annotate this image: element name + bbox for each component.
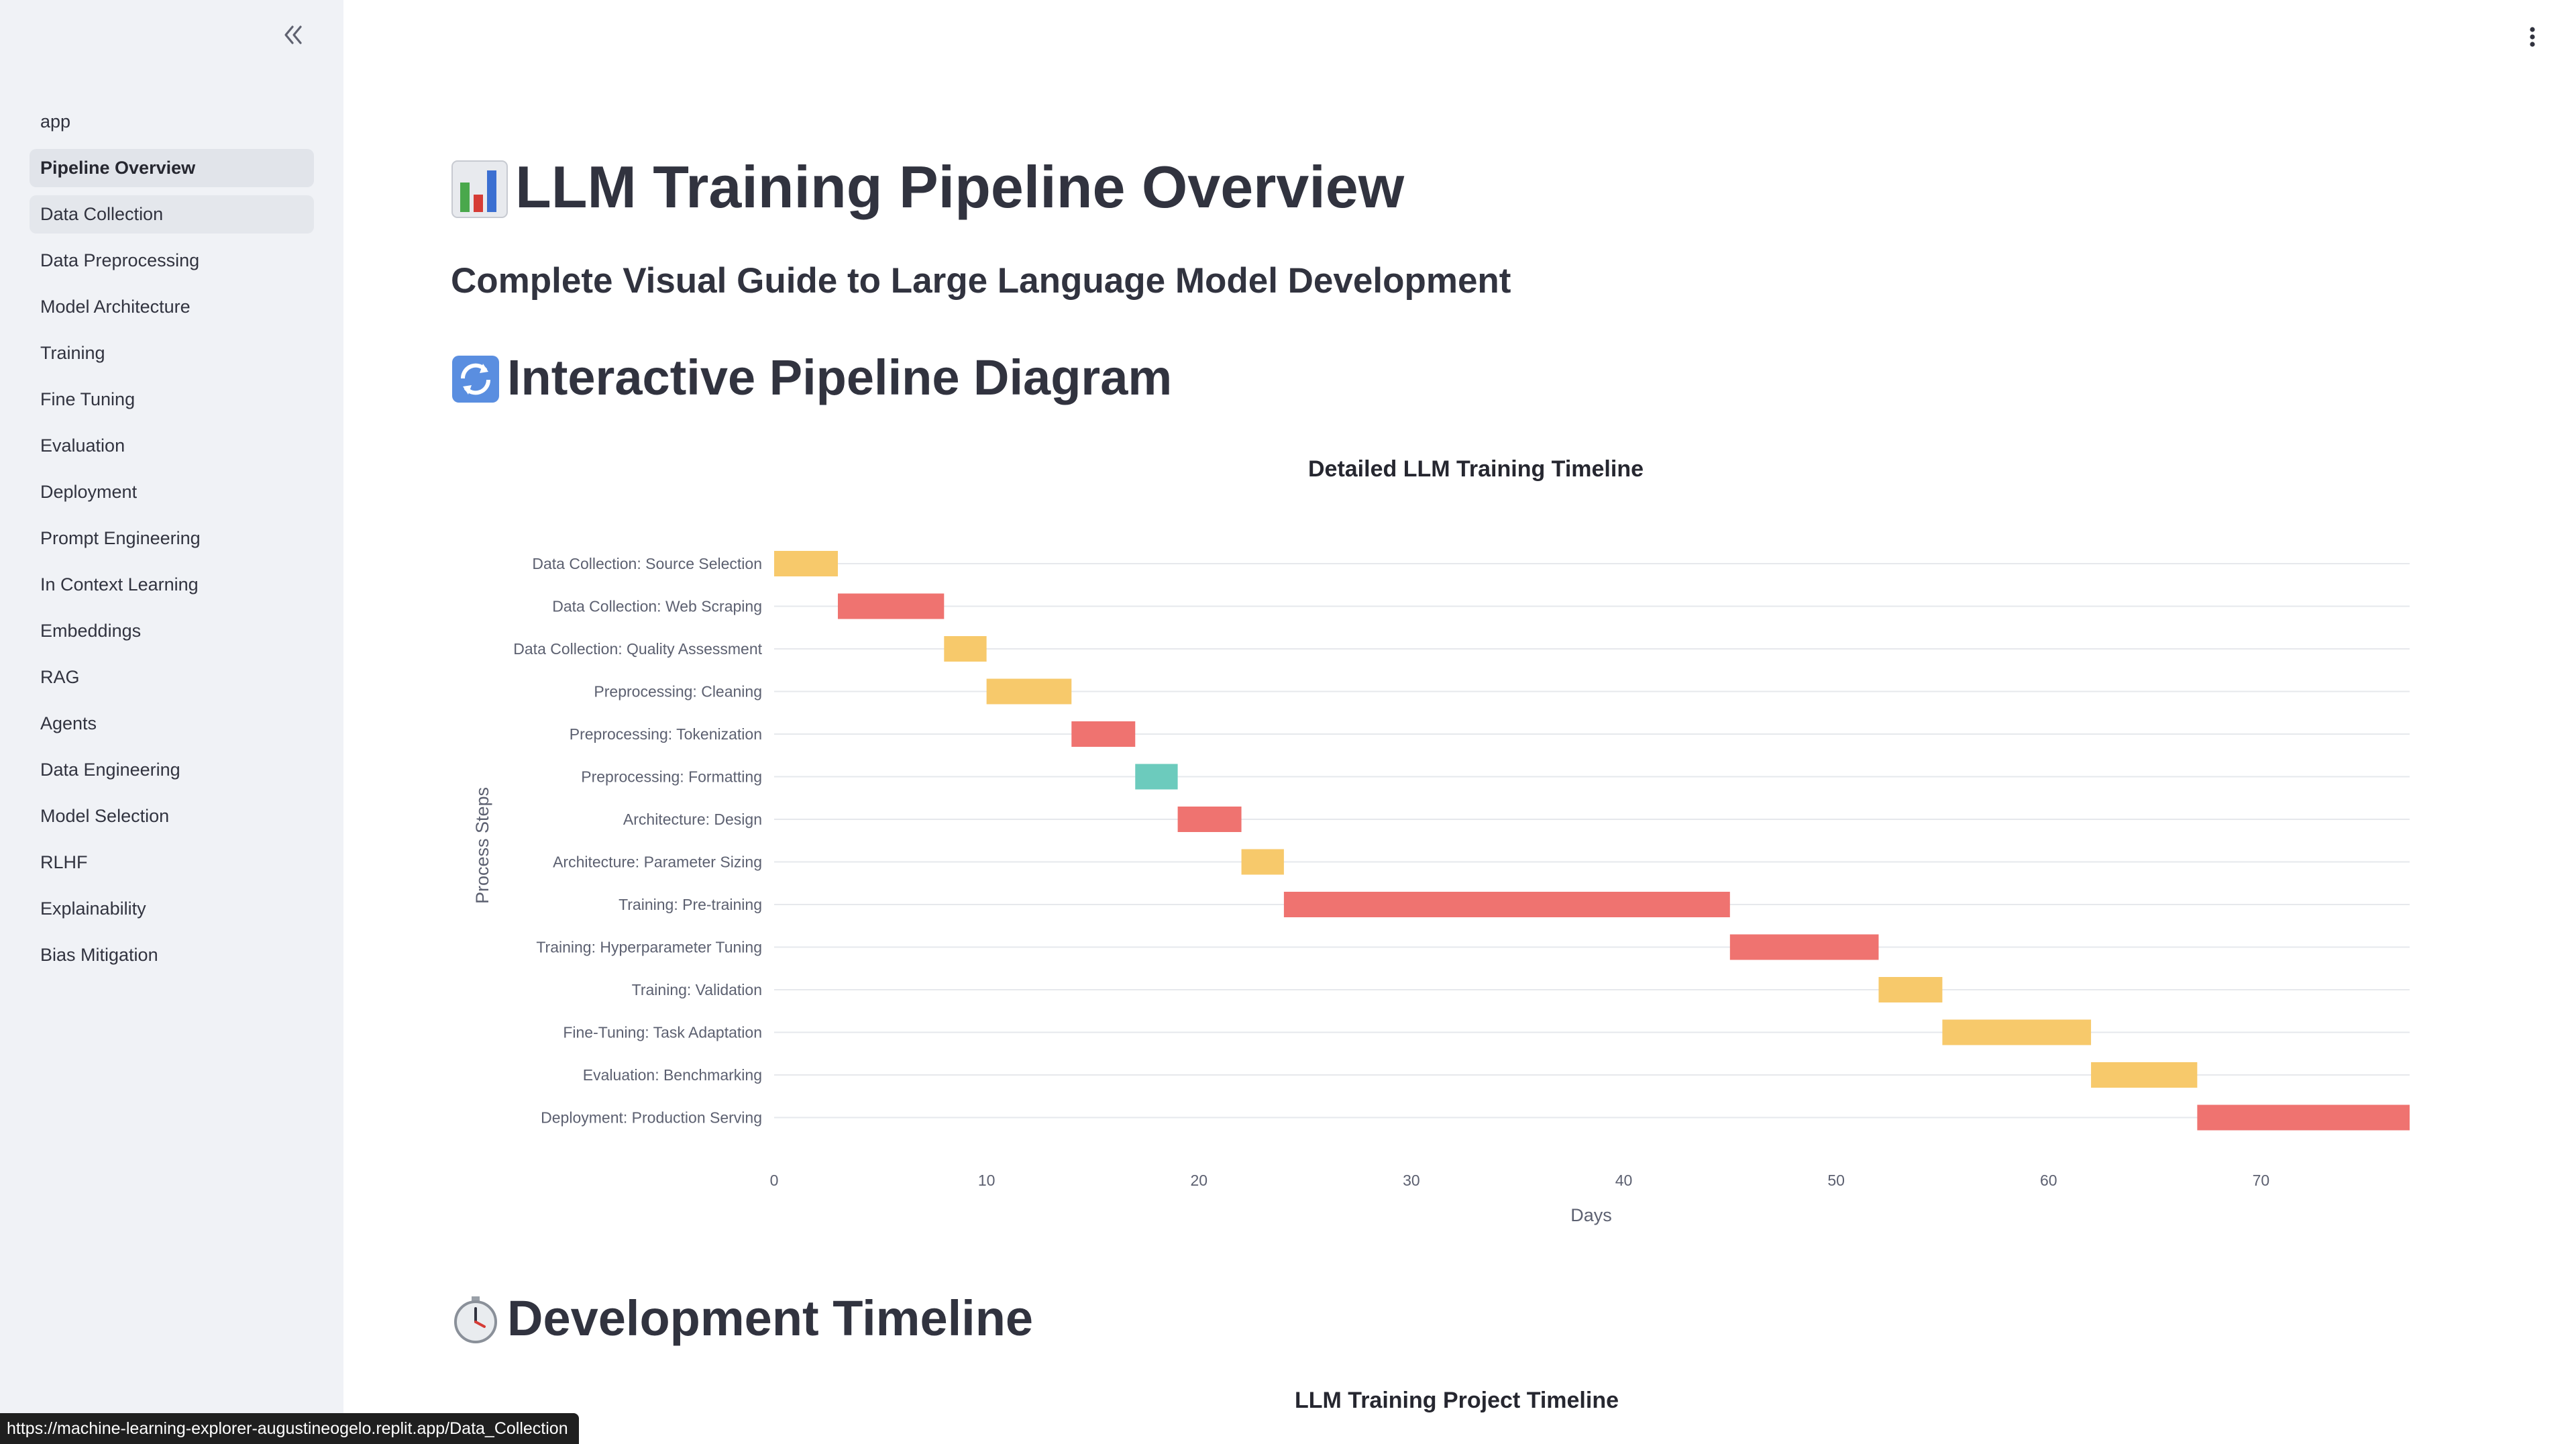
arrows-cycle-emoji-icon xyxy=(451,353,500,410)
sidebar-item-explainability[interactable]: Explainability xyxy=(40,898,146,919)
gantt-bar xyxy=(1878,977,1943,1002)
y-tick-label: Architecture: Design xyxy=(623,811,762,828)
y-tick-label: Deployment: Production Serving xyxy=(541,1109,762,1127)
y-tick-label: Evaluation: Benchmarking xyxy=(583,1066,762,1084)
sidebar-item-model-architecture[interactable]: Model Architecture xyxy=(40,297,191,317)
gantt-bar xyxy=(1177,807,1242,832)
y-tick-label: Training: Pre-training xyxy=(619,896,762,913)
gantt-bar xyxy=(1071,721,1136,747)
page-title-text: LLM Training Pipeline Overview xyxy=(515,154,1405,220)
bar-chart-emoji-icon xyxy=(451,158,508,226)
y-tick-label: Data Collection: Quality Assessment xyxy=(513,640,762,658)
sidebar-item-data-preprocessing[interactable]: Data Preprocessing xyxy=(40,250,200,270)
sidebar-item-deployment[interactable]: Deployment xyxy=(40,482,138,502)
sidebar-item-evaluation[interactable]: Evaluation xyxy=(40,435,125,456)
gantt-bar xyxy=(1241,849,1284,875)
stopwatch-emoji-icon xyxy=(451,1294,500,1351)
sidebar-item-rlhf[interactable]: RLHF xyxy=(40,852,88,872)
gantt-bar xyxy=(774,551,838,576)
x-axis-label: Days xyxy=(1570,1205,1612,1225)
x-tick-label: 30 xyxy=(1403,1172,1420,1189)
gantt-bar xyxy=(1135,764,1178,790)
gantt-bar xyxy=(837,593,945,619)
x-tick-label: 20 xyxy=(1190,1172,1208,1189)
y-axis-label: Process Steps xyxy=(472,787,492,904)
sidebar-item-app[interactable]: app xyxy=(40,111,71,132)
sidebar-item-agents[interactable]: Agents xyxy=(40,713,97,733)
gantt-bar xyxy=(1283,892,1730,917)
y-tick-label: Training: Hyperparameter Tuning xyxy=(536,939,762,956)
gantt-bar xyxy=(944,636,987,662)
section-heading-timeline-text: Development Timeline xyxy=(507,1290,1034,1346)
sidebar-item-bias-mitigation[interactable]: Bias Mitigation xyxy=(40,945,158,965)
sidebar-item-training[interactable]: Training xyxy=(40,343,105,363)
sidebar-item-embeddings[interactable]: Embeddings xyxy=(40,621,142,641)
x-tick-label: 70 xyxy=(2253,1172,2270,1189)
y-tick-label: Preprocessing: Tokenization xyxy=(570,725,762,743)
section-heading-timeline: Development Timeline xyxy=(451,1290,1033,1351)
gantt-bar xyxy=(2197,1104,2410,1131)
y-tick-label: Training: Validation xyxy=(632,981,762,998)
double-chevron-left-icon xyxy=(284,25,302,44)
main-menu-button[interactable] xyxy=(2522,25,2542,48)
y-tick-label: Preprocessing: Cleaning xyxy=(594,683,762,701)
page-subtitle: Complete Visual Guide to Large Language … xyxy=(451,261,1511,301)
gantt-bar xyxy=(1729,934,1879,960)
sidebar-item-pipeline-overview[interactable]: Pipeline Overview xyxy=(30,149,314,187)
chart-title: Detailed LLM Training Timeline xyxy=(1308,456,1644,482)
sidebar-item-model-selection[interactable]: Model Selection xyxy=(40,806,170,826)
x-tick-label: 40 xyxy=(1615,1172,1633,1189)
section-heading-pipeline: Interactive Pipeline Diagram xyxy=(451,349,1172,410)
sidebar-item-rag[interactable]: RAG xyxy=(40,667,80,687)
sidebar-item-fine-tuning[interactable]: Fine Tuning xyxy=(40,389,136,409)
x-tick-label: 60 xyxy=(2040,1172,2057,1189)
x-tick-label: 10 xyxy=(978,1172,996,1189)
gantt-bar xyxy=(986,678,1072,705)
gantt-chart-svg: Detailed LLM Training Timeline Data Colle… xyxy=(472,456,2410,1225)
y-tick-label: Data Collection: Source Selection xyxy=(532,555,762,572)
vertical-dots-icon xyxy=(2530,27,2535,47)
sidebar-item-data-engineering[interactable]: Data Engineering xyxy=(40,760,180,780)
sidebar-item-data-collection[interactable]: Data Collection xyxy=(30,195,314,234)
collapse-sidebar-button[interactable] xyxy=(278,20,308,50)
pipeline-gantt-chart[interactable]: Detailed LLM Training Timeline Data Colle… xyxy=(451,443,2416,1235)
page-title: LLM Training Pipeline Overview xyxy=(451,153,1404,226)
sidebar-item-prompt-engineering[interactable]: Prompt Engineering xyxy=(40,528,201,548)
y-tick-label: Data Collection: Web Scraping xyxy=(552,598,762,615)
y-tick-label: Fine-Tuning: Task Adaptation xyxy=(563,1024,762,1041)
y-tick-label: Architecture: Parameter Sizing xyxy=(553,854,762,871)
x-tick-label: 50 xyxy=(1827,1172,1845,1189)
section-heading-pipeline-text: Interactive Pipeline Diagram xyxy=(507,350,1173,405)
gantt-bar xyxy=(1942,1019,2092,1045)
link-preview-status-bar: https://machine-learning-explorer-august… xyxy=(0,1413,579,1444)
y-tick-label: Preprocessing: Formatting xyxy=(581,768,762,786)
sidebar: app Pipeline Overview Data Collection Data … xyxy=(0,0,343,1444)
gantt-bar xyxy=(2091,1062,2198,1088)
sidebar-item-in-context-learning[interactable]: In Context Learning xyxy=(40,574,199,595)
x-tick-label: 0 xyxy=(770,1172,779,1189)
project-timeline-chart-title: LLM Training Project Timeline xyxy=(1295,1388,1619,1413)
